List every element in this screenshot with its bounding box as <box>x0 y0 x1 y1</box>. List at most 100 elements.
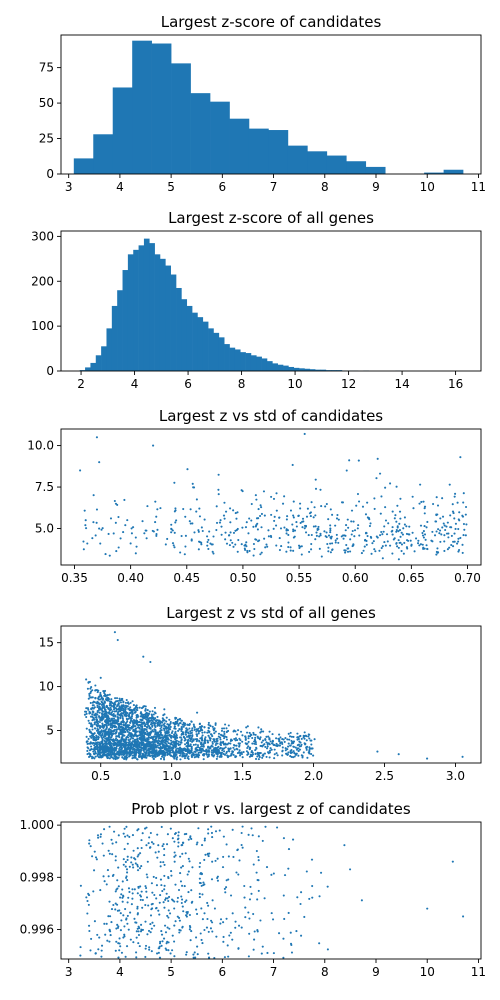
scatter-point <box>426 757 429 760</box>
scatter-point <box>214 743 217 747</box>
scatter-point <box>87 747 90 750</box>
scatter-point <box>127 736 130 739</box>
plot-area <box>83 631 464 761</box>
scatter-point <box>158 720 161 723</box>
scatter-point <box>143 532 146 535</box>
scatter-point <box>142 713 145 716</box>
scatter-point <box>350 533 353 536</box>
x-tick-label: 3.0 <box>446 769 465 783</box>
scatter-point <box>270 873 273 876</box>
scatter-point <box>94 534 97 537</box>
scatter-point <box>163 745 166 748</box>
scatter-point <box>229 894 233 897</box>
scatter-point <box>150 754 154 757</box>
scatter-point <box>164 947 167 950</box>
scatter-point <box>136 892 139 895</box>
scatter-point <box>108 757 111 760</box>
scatter-point <box>277 737 280 740</box>
scatter-point <box>145 890 148 893</box>
scatter-point <box>253 548 256 551</box>
scatter-point <box>84 710 87 713</box>
scatter-point <box>198 722 201 725</box>
scatter-point <box>257 726 260 729</box>
x-tick-label: 0.35 <box>61 571 88 585</box>
scatter-point <box>107 735 110 738</box>
scatter-point <box>244 738 247 741</box>
scatter-point <box>296 736 299 739</box>
scatter-point <box>138 945 141 948</box>
scatter-point <box>125 699 128 702</box>
scatter-point <box>201 725 204 728</box>
scatter-point <box>397 558 400 561</box>
scatter-point <box>207 721 210 724</box>
histogram-bar <box>154 254 161 371</box>
scatter-point <box>162 901 165 904</box>
scatter-point <box>120 736 123 739</box>
scatter-point <box>244 916 247 919</box>
scatter-point <box>278 744 281 747</box>
scatter-point <box>217 488 220 491</box>
scatter-point <box>185 899 188 902</box>
scatter-point <box>419 543 422 546</box>
scatter-point <box>90 736 93 739</box>
scatter-point <box>183 553 186 556</box>
scatter-point <box>250 519 253 522</box>
scatter-point <box>421 534 425 537</box>
scatter-point <box>127 738 130 742</box>
scatter-point <box>255 747 258 750</box>
scatter-point <box>158 724 161 727</box>
x-tick-label: 1.5 <box>233 769 252 783</box>
scatter-point <box>209 542 212 545</box>
scatter-point <box>128 890 131 893</box>
scatter-point <box>83 713 87 716</box>
scatter-point <box>219 736 222 739</box>
scatter-point <box>107 915 110 918</box>
scatter-point <box>320 555 323 558</box>
scatter-point <box>357 524 360 527</box>
scatter-point <box>117 866 120 869</box>
scatter-point <box>119 710 122 713</box>
scatter-point <box>294 746 297 749</box>
scatter-point <box>102 724 105 727</box>
scatter-point <box>336 537 339 540</box>
scatter-point <box>98 743 101 746</box>
x-tick-label: 0.40 <box>117 571 144 585</box>
scatter-point <box>89 730 92 733</box>
scatter-point <box>102 749 106 752</box>
scatter-point <box>109 728 112 731</box>
histogram-bar <box>197 317 204 371</box>
scatter-point <box>320 871 323 874</box>
scatter-point <box>299 902 302 906</box>
scatter-point <box>194 956 197 959</box>
scatter-point <box>209 739 212 742</box>
scatter-point <box>308 550 311 553</box>
scatter-point <box>461 515 465 518</box>
scatter-point <box>278 516 281 519</box>
x-tick-label: 6 <box>219 965 227 979</box>
scatter-point <box>185 729 188 732</box>
scatter-point <box>211 921 214 924</box>
scatter-point <box>139 852 142 855</box>
scatter-point <box>136 739 139 742</box>
scatter-point <box>114 859 117 862</box>
scatter-point <box>250 892 253 895</box>
scatter-point <box>243 896 246 899</box>
scatter-point <box>89 701 92 705</box>
scatter-point <box>140 839 143 842</box>
scatter-point <box>166 734 170 737</box>
scatter-point <box>113 755 116 758</box>
scatter-point <box>310 753 313 756</box>
scatter-point <box>184 852 187 855</box>
scatter-point <box>241 756 244 759</box>
scatter-point <box>96 933 99 936</box>
scatter-point <box>310 542 313 546</box>
scatter-point <box>103 880 106 883</box>
scatter-point <box>181 865 184 868</box>
scatter-point <box>385 533 389 536</box>
scatter-point <box>103 701 106 704</box>
scatter-point <box>135 742 138 745</box>
scatter-point <box>159 940 162 943</box>
scatter-point <box>368 518 371 521</box>
scatter-point <box>309 515 312 518</box>
scatter-point <box>201 529 204 533</box>
